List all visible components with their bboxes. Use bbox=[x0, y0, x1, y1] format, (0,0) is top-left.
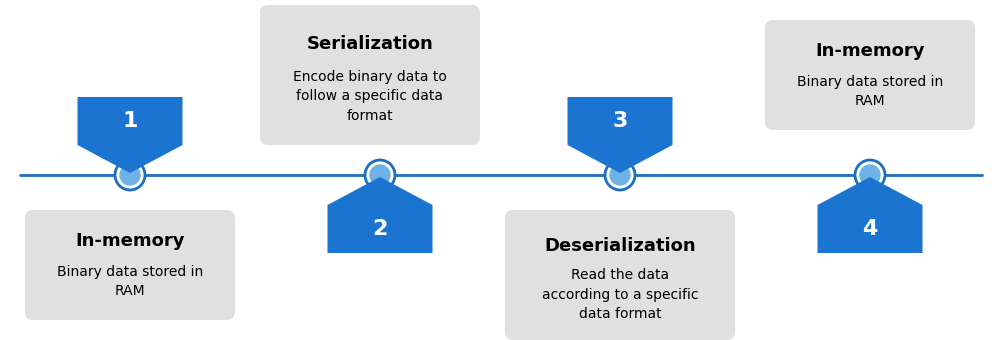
Polygon shape bbox=[77, 97, 182, 173]
Text: 2: 2 bbox=[373, 219, 388, 239]
FancyBboxPatch shape bbox=[25, 210, 235, 320]
Text: 3: 3 bbox=[612, 111, 627, 131]
Text: Deserialization: Deserialization bbox=[544, 237, 695, 255]
Text: Read the data
according to a specific
data format: Read the data according to a specific da… bbox=[542, 268, 698, 321]
Circle shape bbox=[610, 165, 630, 185]
FancyBboxPatch shape bbox=[765, 20, 975, 130]
Circle shape bbox=[605, 160, 635, 190]
Text: Binary data stored in
RAM: Binary data stored in RAM bbox=[57, 265, 203, 298]
FancyBboxPatch shape bbox=[505, 210, 735, 340]
Text: Serialization: Serialization bbox=[307, 35, 434, 53]
Circle shape bbox=[855, 160, 885, 190]
Circle shape bbox=[120, 165, 140, 185]
Polygon shape bbox=[818, 177, 923, 253]
Text: Encode binary data to
follow a specific data
format: Encode binary data to follow a specific … bbox=[293, 69, 447, 122]
Text: Binary data stored in
RAM: Binary data stored in RAM bbox=[797, 75, 943, 108]
Text: In-memory: In-memory bbox=[75, 232, 184, 250]
Text: 4: 4 bbox=[863, 219, 878, 239]
Circle shape bbox=[860, 165, 880, 185]
Text: 1: 1 bbox=[122, 111, 137, 131]
Polygon shape bbox=[567, 97, 672, 173]
Circle shape bbox=[115, 160, 145, 190]
Circle shape bbox=[370, 165, 390, 185]
Polygon shape bbox=[328, 177, 433, 253]
FancyBboxPatch shape bbox=[260, 5, 480, 145]
Circle shape bbox=[365, 160, 395, 190]
Text: In-memory: In-memory bbox=[816, 42, 925, 60]
